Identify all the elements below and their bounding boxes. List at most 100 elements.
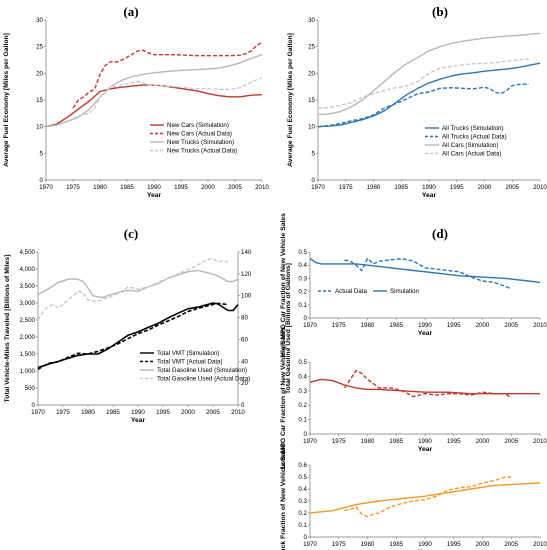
- legend-label: All Trucks (Actual Data): [442, 134, 507, 141]
- x-tick-label: 1980: [93, 184, 107, 191]
- y2-axis-title: Total Gasoline Used [Billions of Gallons…: [285, 263, 292, 394]
- y2-tick-label: 140: [241, 249, 252, 256]
- x-tick-label: 1970: [39, 184, 53, 191]
- y-tick-label: 0: [312, 177, 316, 184]
- x-tick-label: 1975: [332, 322, 346, 329]
- legend-label: New Cars (Simulation): [167, 122, 229, 129]
- y-tick-label: 2,000: [20, 334, 36, 341]
- panel-b: (b)1970 1975 1980 1985 1990 1995 2000 2005 20100…: [287, 4, 547, 199]
- x-tick-label: 1995: [156, 409, 170, 416]
- y-tick-label: 0: [304, 431, 308, 438]
- y2-tick-label: 120: [241, 271, 252, 278]
- series-line-1: [309, 258, 541, 284]
- series-line-0: [344, 476, 512, 518]
- y-tick-label: 0.1: [298, 302, 307, 309]
- x-tick-label: 1990: [418, 541, 432, 548]
- y-tick-label: 2,500: [20, 317, 36, 324]
- y2-tick-label: 100: [241, 293, 252, 300]
- y-tick-label: 15: [308, 97, 315, 104]
- x-tick-label: 1995: [447, 541, 461, 548]
- y-tick-label: 10: [36, 124, 43, 131]
- y-tick-label: 5: [40, 150, 44, 157]
- x-tick-label: 1990: [422, 184, 436, 191]
- y-tick-label: 30: [308, 17, 315, 24]
- y-tick-label: 0.3: [298, 388, 307, 395]
- x-tick-label: 1995: [447, 322, 461, 329]
- series-line-0: [45, 84, 263, 128]
- x-tick-label: 2005: [504, 438, 518, 445]
- y-axis-title: Average Fuel Economy [Miles per Gallon]: [287, 33, 294, 167]
- series-line-1: [37, 302, 229, 370]
- x-tick-label: 1985: [394, 184, 408, 191]
- series-line-0: [343, 369, 512, 399]
- legend-label: New Trucks (Actual Data): [167, 148, 237, 155]
- y-tick-label: 1,000: [20, 368, 36, 375]
- x-tick-label: 1995: [447, 438, 461, 445]
- y-axis-title: Low-MPG Car Fraction of New Vehicle Sale…: [280, 327, 287, 470]
- y-tick-label: 0.1: [298, 417, 307, 424]
- series-line-1: [72, 41, 263, 109]
- y-tick-label: 0.6: [298, 462, 307, 469]
- series-line-2: [317, 32, 541, 116]
- x-axis-title: Year: [418, 330, 433, 337]
- x-tick-label: 1990: [418, 322, 432, 329]
- x-tick-label: 2010: [533, 322, 547, 329]
- y-tick-label: 5: [312, 150, 316, 157]
- x-tick-label: 2000: [476, 322, 490, 329]
- y2-tick-label: 40: [241, 358, 248, 365]
- x-tick-label: 1980: [361, 438, 375, 445]
- series-line-3: [37, 257, 229, 321]
- panel-d-low-mpg: 1970 1975 1980 1985 1990 1995 2000 2005 2010 0 0.1…: [280, 327, 547, 470]
- x-tick-label: 2005: [504, 322, 518, 329]
- x-axis-title: Year: [131, 417, 146, 424]
- y2-tick-label: 60: [241, 336, 248, 343]
- series-line-1: [309, 378, 540, 395]
- panel-c: (c)1970 1975 1980 1985 1990 1995 2000 2005 20100…: [4, 226, 292, 424]
- x-tick-label: 2000: [478, 184, 492, 191]
- y2-tick-label: 0: [241, 402, 245, 409]
- x-tick-label: 1975: [332, 438, 346, 445]
- y-tick-label: 3,500: [20, 283, 36, 290]
- x-tick-label: 1980: [361, 322, 375, 329]
- legend-label: Total VMT (Simulation): [157, 350, 219, 357]
- y-tick-label: 10: [308, 124, 315, 131]
- panel-label: (b): [432, 4, 448, 19]
- y-tick-label: 3,000: [20, 300, 36, 307]
- series-line-0: [344, 257, 512, 290]
- series-line-0: [37, 302, 239, 369]
- y-tick-label: 0: [304, 315, 308, 322]
- x-tick-label: 1985: [389, 322, 403, 329]
- x-tick-label: 1985: [120, 184, 134, 191]
- x-axis-title: Year: [418, 446, 433, 453]
- series-line-3: [72, 76, 263, 120]
- y-tick-label: 25: [308, 44, 315, 51]
- y-tick-label: 0.5: [298, 249, 307, 256]
- y-tick-label: 0: [40, 177, 44, 184]
- legend-label: New Trucks (Simulation): [167, 139, 234, 146]
- x-tick-label: 1990: [147, 184, 161, 191]
- x-tick-label: 1985: [389, 541, 403, 548]
- y-axis-title: High-MPG Car Fraction of New Vehicle Sal…: [280, 213, 287, 357]
- series-line-1: [317, 83, 529, 128]
- legend-label: Total Gasoline Used (Simulation): [157, 367, 247, 374]
- x-axis-title: Year: [147, 192, 162, 199]
- panel-d-high-mpg: (d) 1970 1975 1980 1985 1990 1995 2000 2005 2010 0…: [280, 213, 547, 357]
- legend-label: Simulation: [390, 288, 419, 295]
- x-tick-label: 1975: [66, 184, 80, 191]
- y-tick-label: 0.3: [298, 275, 307, 282]
- x-tick-label: 1985: [389, 438, 403, 445]
- panel-d-truck: 1970 1975 1980 1985 1990 1995 2000 2005 2010 0 0.1…: [280, 443, 547, 550]
- y-tick-label: 20: [308, 70, 315, 77]
- y-tick-label: 0.1: [298, 522, 307, 529]
- y-tick-label: 0.4: [298, 373, 307, 380]
- series-line-3: [317, 58, 529, 109]
- x-tick-label: 1980: [81, 409, 95, 416]
- y-tick-label: 0: [32, 402, 36, 409]
- y-tick-label: 4,000: [20, 266, 36, 273]
- x-tick-label: 2010: [231, 409, 245, 416]
- x-tick-label: 1970: [303, 541, 317, 548]
- x-tick-label: 1970: [311, 184, 325, 191]
- x-tick-label: 2010: [255, 184, 269, 191]
- y-axis-title: Average Fuel Economy [Miles per Gallon]: [3, 33, 10, 167]
